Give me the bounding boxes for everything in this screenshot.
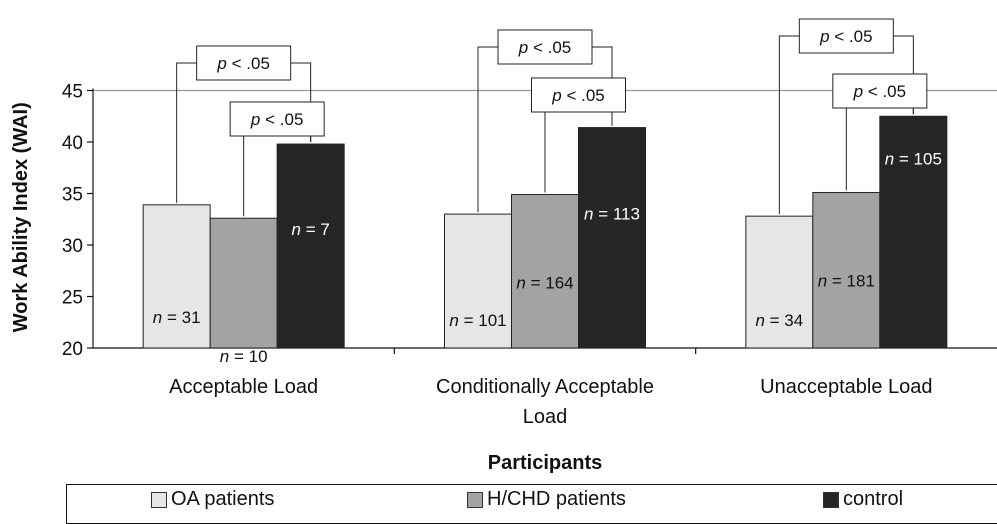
- bar: [444, 213, 512, 349]
- n-label: n = 113: [584, 205, 640, 224]
- y-tick-label: 25: [62, 288, 83, 309]
- legend-item-oa: OA patients: [151, 488, 274, 511]
- significance-label: p < .05: [551, 86, 604, 105]
- n-label: n = 31: [153, 308, 201, 327]
- bar: [578, 127, 646, 349]
- significance-label: p < .05: [250, 110, 303, 129]
- bar: [812, 191, 881, 349]
- bar: [209, 217, 278, 349]
- bar: [745, 215, 814, 349]
- n-label: n = 164: [516, 274, 573, 293]
- x-tick-label: Acceptable Load: [169, 376, 318, 398]
- legend-swatch-hchd: [467, 491, 483, 508]
- x-tick-label: Conditionally Acceptable Load: [436, 376, 654, 428]
- n-label: n = 10: [220, 347, 268, 366]
- significance-label: p < .05: [216, 54, 269, 73]
- significance-label: p < .05: [518, 38, 571, 57]
- bar: [879, 115, 948, 349]
- chart: 20 25 30 35 40 45 n = 31 n = 101 n = 34 n = 10 n =…: [10, 18, 997, 474]
- x-axis-label: Participants: [488, 452, 602, 474]
- y-tick-label: 45: [62, 82, 83, 103]
- legend-swatch-oa: [151, 491, 167, 508]
- significance-label: p < .05: [819, 27, 872, 46]
- legend-label-hchd: H/CHD patients: [487, 488, 626, 510]
- n-label: n = 7: [292, 220, 330, 239]
- n-label: n = 34: [755, 311, 803, 330]
- legend-label-oa: OA patients: [171, 488, 275, 510]
- y-tick-label: 30: [62, 236, 83, 257]
- legend: OA patients H/CHD patients control: [66, 484, 997, 524]
- significance-box: [832, 73, 928, 109]
- bar: [142, 204, 211, 349]
- y-tick-label: 40: [62, 133, 83, 154]
- significance-box: [531, 77, 626, 113]
- bar: [276, 143, 345, 349]
- legend-item-hchd: H/CHD patients: [467, 488, 626, 511]
- n-label: n = 105: [885, 149, 942, 168]
- y-tick-label: 20: [62, 339, 83, 360]
- n-label: n = 101: [449, 311, 506, 330]
- legend-item-control: control: [823, 488, 903, 511]
- significance-box: [196, 45, 292, 81]
- legend-swatch-control: [823, 491, 839, 508]
- y-axis-label: Work Ability Index (WAI): [10, 102, 32, 332]
- significance-box: [798, 18, 894, 54]
- y-tick-label: 35: [62, 185, 83, 206]
- significance-label: p < .05: [853, 82, 906, 101]
- x-tick-label: Unacceptable Load: [760, 376, 932, 398]
- n-label: n = 181: [818, 271, 875, 290]
- legend-label-control: control: [843, 488, 904, 510]
- bar: [511, 194, 579, 349]
- significance-box: [497, 29, 593, 65]
- significance-box: [229, 101, 325, 137]
